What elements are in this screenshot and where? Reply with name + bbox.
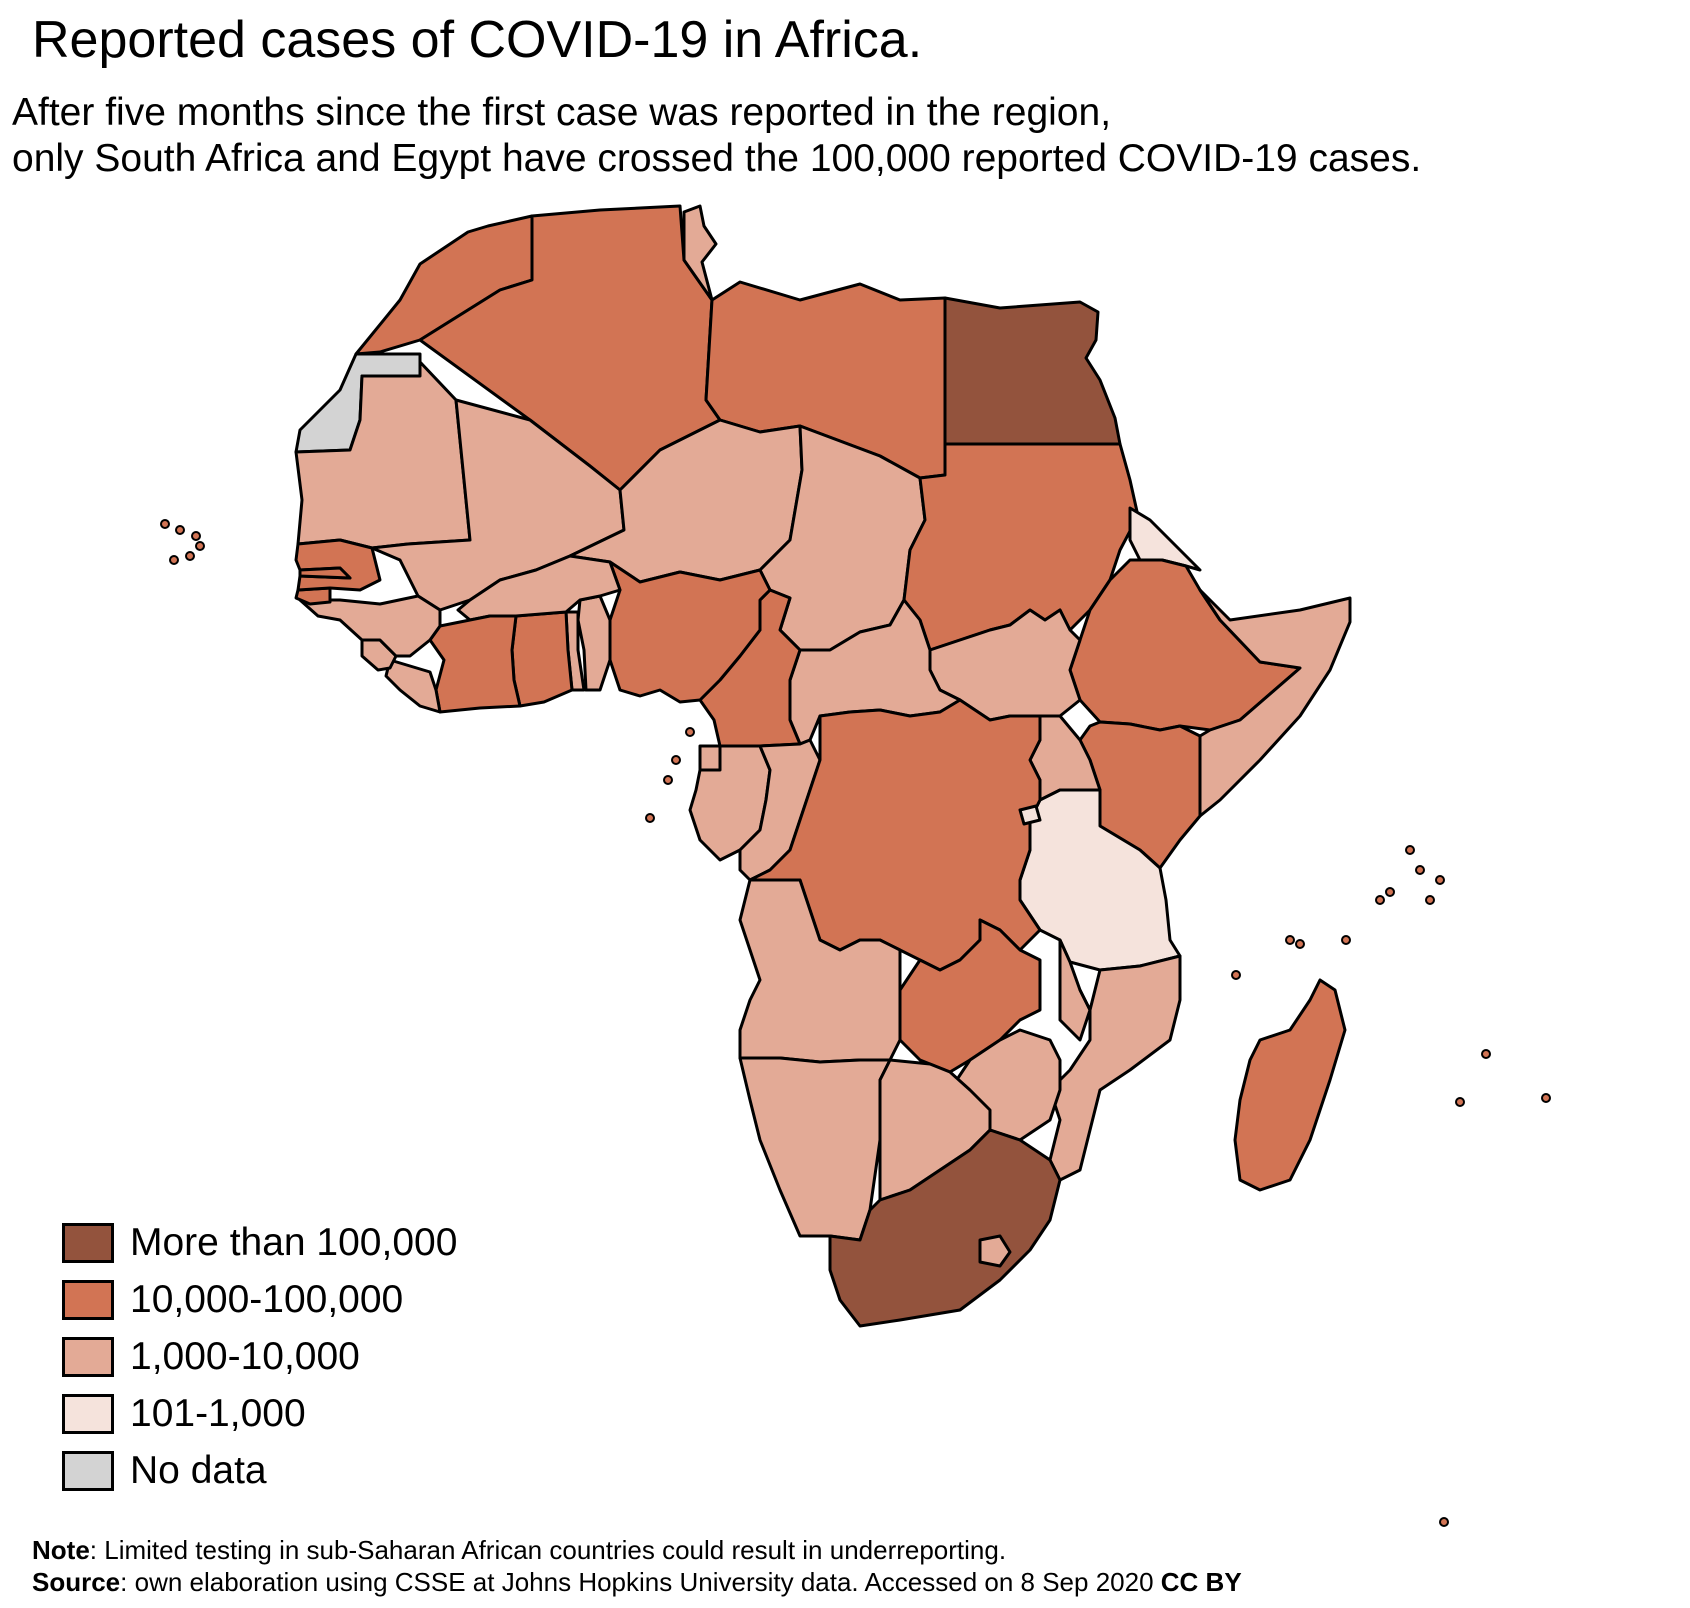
island-13 xyxy=(1425,895,1435,905)
island-8 xyxy=(663,775,673,785)
map-subtitle: After five months since the first case w… xyxy=(12,90,1421,182)
footer-note: Note: Limited testing in sub-Saharan Afr… xyxy=(32,1534,1242,1566)
island-14 xyxy=(1385,887,1395,897)
legend-swatch xyxy=(62,1393,114,1434)
island-19 xyxy=(1231,970,1241,980)
footer-source: Source: own elaboration using CSSE at Jo… xyxy=(32,1566,1242,1598)
legend-item-101-1000: 101-1,000 xyxy=(62,1385,457,1442)
legend-item-no-data: No data xyxy=(62,1442,457,1499)
legend-swatch xyxy=(62,1279,114,1320)
country-guinea xyxy=(298,594,442,658)
legend-label: No data xyxy=(130,1448,267,1492)
legend-item-1000-10000: 1,000-10,000 xyxy=(62,1328,457,1385)
country-tunisia xyxy=(682,204,718,302)
island-17 xyxy=(1295,939,1305,949)
legend-swatch xyxy=(62,1450,114,1491)
island-18 xyxy=(1341,935,1351,945)
country-gambia xyxy=(298,566,352,580)
island-16 xyxy=(1285,935,1295,945)
legend-label: More than 100,000 xyxy=(130,1220,458,1264)
legend-item-10000-100000: 10,000-100,000 xyxy=(62,1271,457,1328)
subtitle-line-1: After five months since the first case w… xyxy=(12,91,1112,134)
country-senegal xyxy=(294,538,382,592)
map-title: Reported cases of COVID-19 in Africa. xyxy=(32,11,923,69)
island-10 xyxy=(1405,845,1415,855)
island-20 xyxy=(1481,1049,1491,1059)
island-2 xyxy=(191,531,201,541)
source-label: Source xyxy=(32,1567,121,1597)
country-south-africa xyxy=(828,1128,1062,1328)
island-21 xyxy=(1455,1097,1465,1107)
legend-label: 101-1,000 xyxy=(130,1391,306,1435)
island-5 xyxy=(195,541,205,551)
island-15 xyxy=(1375,895,1385,905)
footer: Note: Limited testing in sub-Saharan Afr… xyxy=(32,1534,1242,1598)
country-ghana xyxy=(510,610,574,708)
island-3 xyxy=(169,555,179,565)
legend-label: 1,000-10,000 xyxy=(130,1334,360,1378)
island-4 xyxy=(185,551,195,561)
source-text: : own elaboration using CSSE at Johns Ho… xyxy=(120,1567,1161,1597)
country-madagascar xyxy=(1233,978,1347,1192)
country-egypt xyxy=(943,296,1122,446)
island-11 xyxy=(1415,865,1425,875)
island-6 xyxy=(685,727,695,737)
country-namibia xyxy=(738,1056,892,1242)
license-label: CC BY xyxy=(1160,1567,1242,1597)
note-text: : Limited testing in sub-Saharan African… xyxy=(89,1535,1007,1565)
legend-swatch xyxy=(62,1222,114,1263)
country-malawi xyxy=(1058,938,1092,1042)
country-benin xyxy=(576,594,612,692)
country-mauritania xyxy=(294,360,472,550)
country-somalia xyxy=(1198,588,1352,818)
subtitle-line-2: only South Africa and Egypt have crossed… xyxy=(12,137,1422,180)
legend-label: 10,000-100,000 xyxy=(130,1277,404,1321)
island-12 xyxy=(1435,875,1445,885)
island-0 xyxy=(160,519,170,529)
legend-swatch xyxy=(62,1336,114,1377)
country-ivory-coast xyxy=(428,614,522,714)
legend-item-more-than-100000: More than 100,000 xyxy=(62,1214,457,1271)
country-lesotho xyxy=(978,1234,1012,1268)
island-1 xyxy=(175,525,185,535)
island-9 xyxy=(645,813,655,823)
legend: More than 100,000 10,000-100,000 1,000-1… xyxy=(62,1214,457,1499)
island-7 xyxy=(671,755,681,765)
island-23 xyxy=(1439,1517,1449,1527)
note-label: Note xyxy=(32,1535,90,1565)
country-eq-guinea xyxy=(698,744,722,772)
country-rwanda xyxy=(1018,804,1042,826)
island-22 xyxy=(1541,1093,1551,1103)
country-liberia xyxy=(384,658,442,714)
